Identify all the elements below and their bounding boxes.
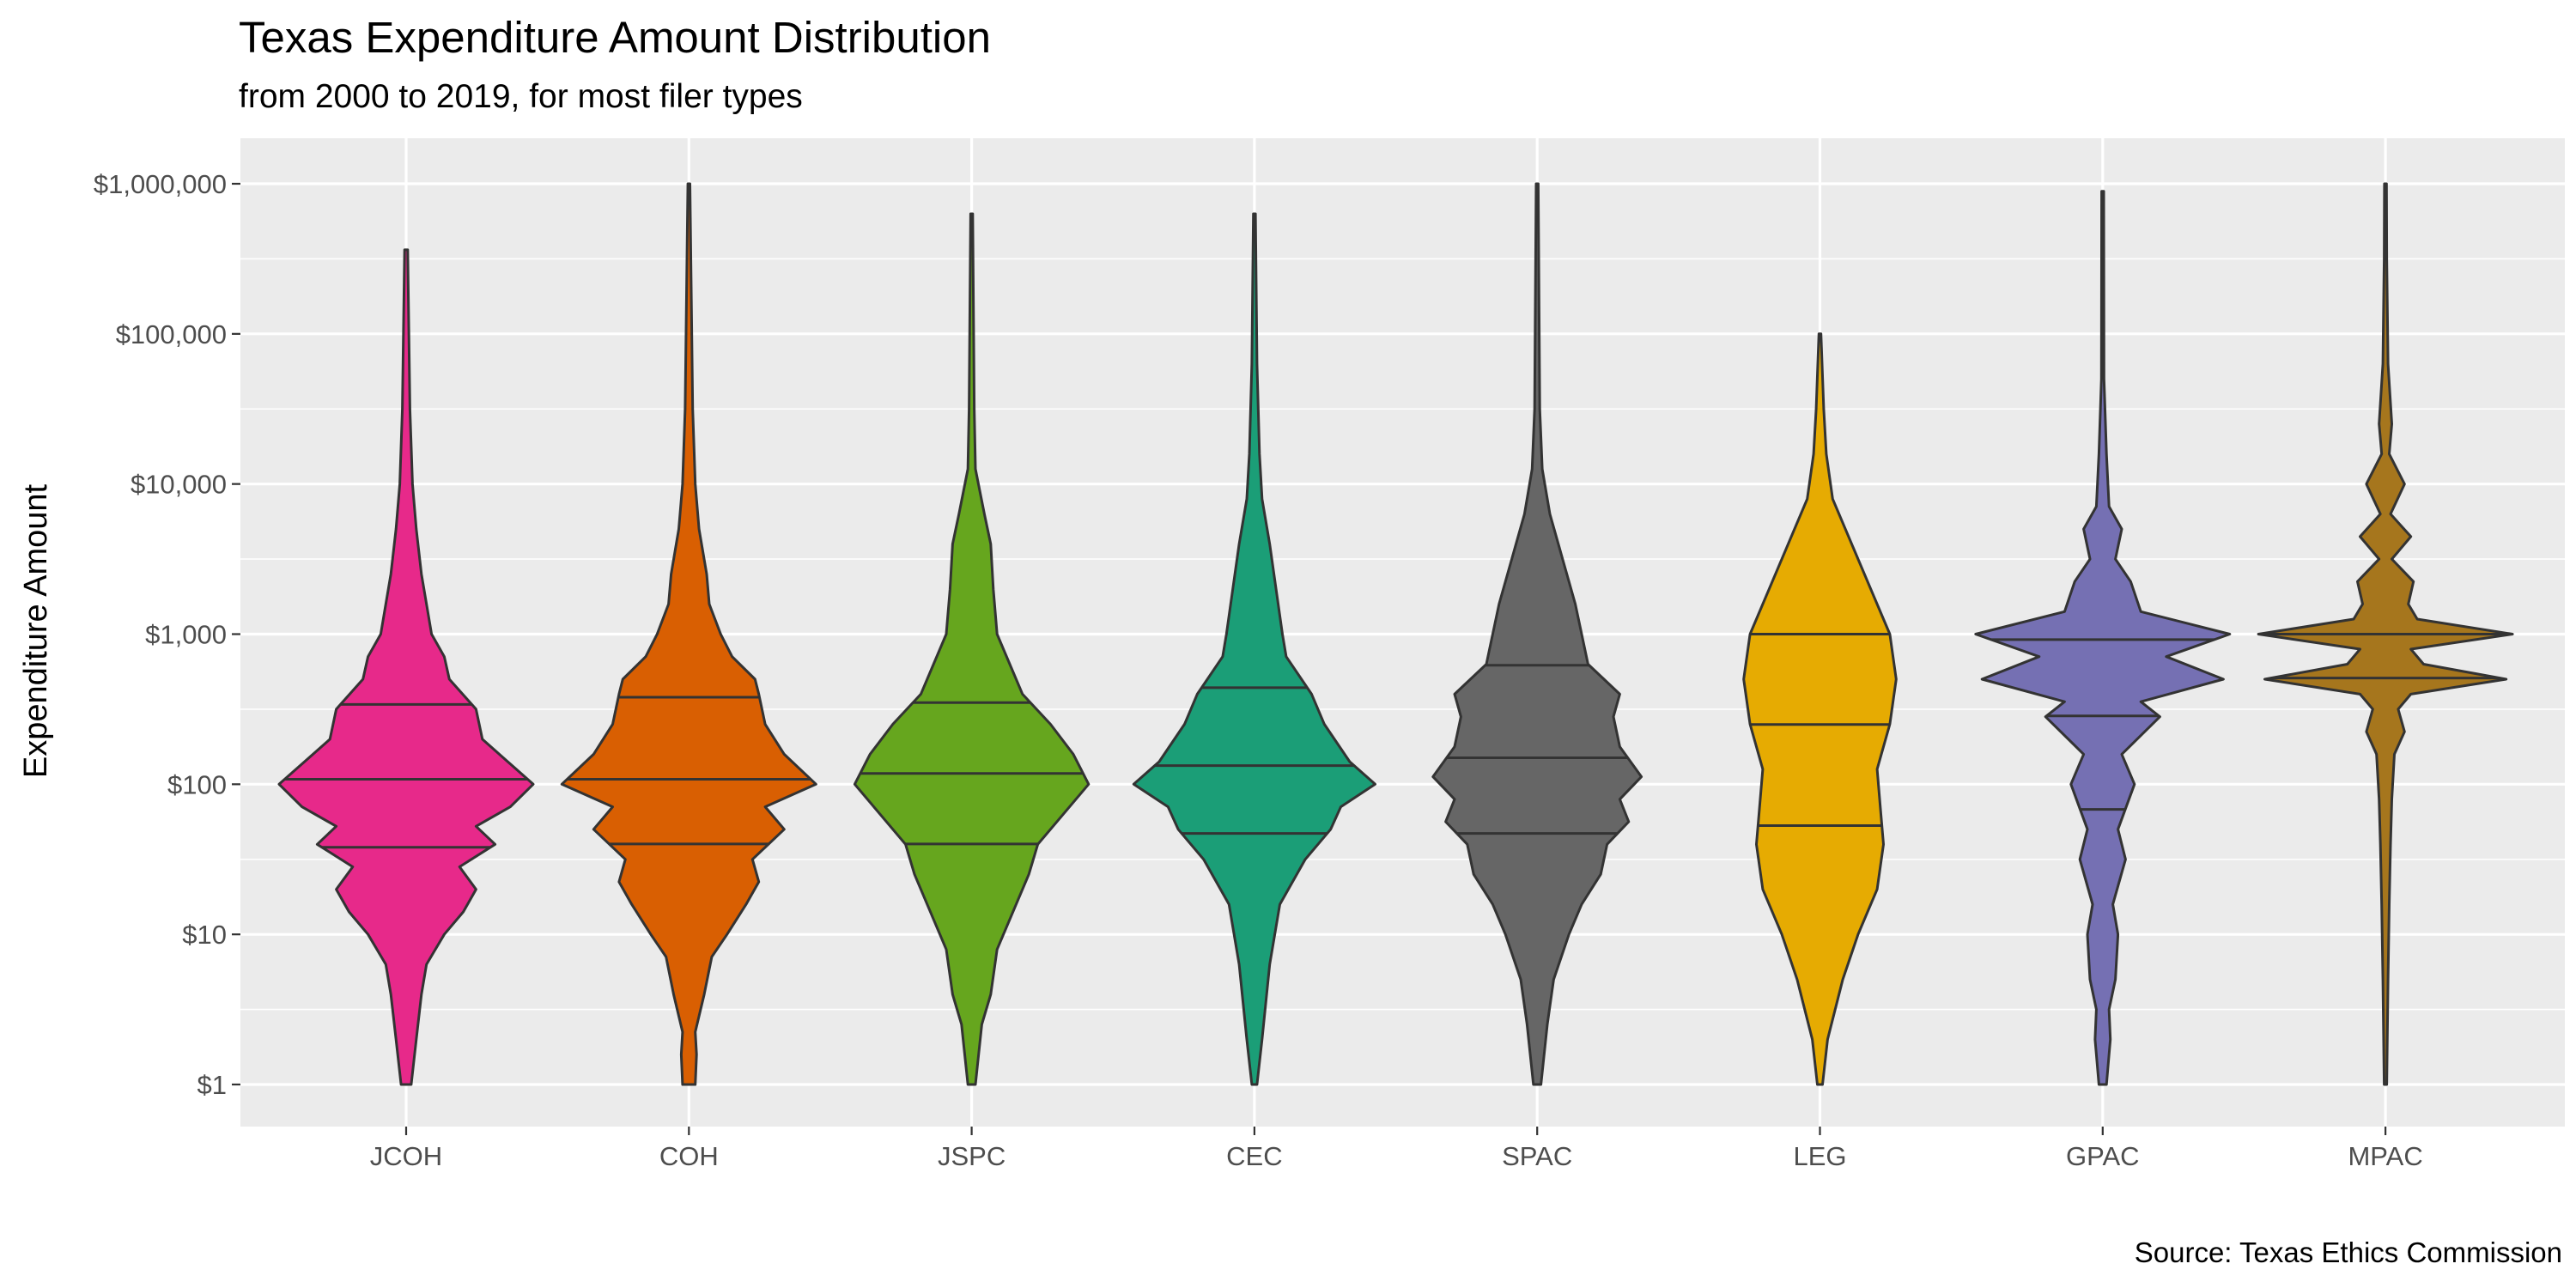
violin-spac xyxy=(1431,182,1643,1086)
violin-body xyxy=(1431,182,1643,1086)
y-axis: $1 $10 $100 $1,000 $10,000 $100,000 $1,000,000 xyxy=(94,169,240,1100)
violin-body xyxy=(1132,212,1376,1086)
violin-jcoh xyxy=(277,248,535,1086)
y-tick-label: $100,000 xyxy=(116,319,227,349)
y-tick-label: $1,000,000 xyxy=(94,169,227,199)
violin-gpac xyxy=(1974,190,2232,1086)
x-tick-label: MPAC xyxy=(2348,1141,2422,1171)
violin-body xyxy=(277,248,535,1086)
violin-body xyxy=(1974,190,2232,1086)
violin-jspc xyxy=(853,212,1091,1086)
x-tick-label: LEG xyxy=(1793,1141,1846,1171)
violin-cec xyxy=(1132,212,1376,1086)
x-tick-label: JCOH xyxy=(370,1141,442,1171)
violin-body xyxy=(853,212,1091,1086)
chart-caption: Source: Texas Ethics Commission xyxy=(2134,1236,2562,1268)
violin-leg xyxy=(1742,332,1898,1086)
x-axis: JCOH COH JSPC CEC SPAC LEG GPAC MPAC xyxy=(370,1127,2423,1171)
y-tick-label: $10 xyxy=(182,920,227,950)
y-tick-label: $1,000 xyxy=(145,620,227,650)
violin-body xyxy=(560,182,817,1086)
chart-subtitle: from 2000 to 2019, for most filer types xyxy=(239,78,803,115)
x-tick-label: CEC xyxy=(1226,1141,1282,1171)
x-tick-label: SPAC xyxy=(1502,1141,1572,1171)
violins xyxy=(277,182,2514,1086)
violin-coh xyxy=(560,182,817,1086)
y-tick-label: $10,000 xyxy=(131,470,227,500)
x-tick-label: COH xyxy=(659,1141,719,1171)
chart-title: Texas Expenditure Amount Distribution xyxy=(239,13,991,62)
y-tick-label: $1 xyxy=(197,1070,227,1100)
violin-mpac xyxy=(2257,182,2514,1086)
y-tick-label: $100 xyxy=(167,769,227,799)
x-tick-label: GPAC xyxy=(2066,1141,2140,1171)
violin-body xyxy=(1742,332,1898,1086)
x-tick-label: JSPC xyxy=(938,1141,1005,1171)
